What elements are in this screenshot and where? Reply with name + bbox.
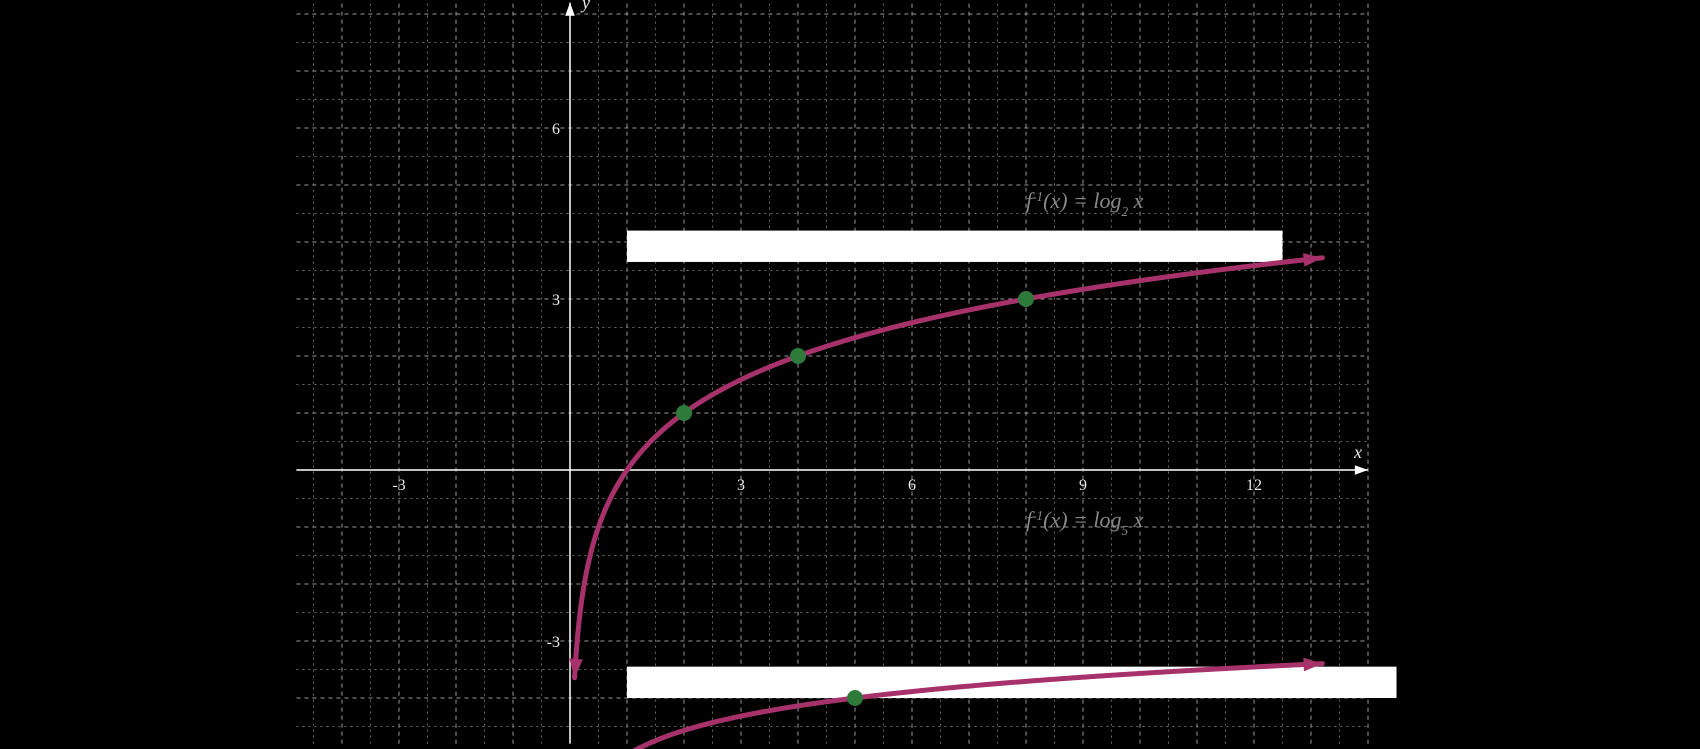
y-tick-label: -3 (547, 634, 560, 651)
x-tick-label: -3 (392, 477, 405, 494)
x-tick-label: 3 (737, 477, 745, 494)
y-tick-label: 3 (552, 292, 560, 309)
x-tick-label: 6 (908, 477, 916, 494)
x-tick-label: 12 (1246, 477, 1262, 494)
x-axis-label: x (1353, 442, 1362, 462)
x-tick-label: 9 (1079, 477, 1087, 494)
marker-point (847, 690, 863, 706)
marker-point (790, 348, 806, 364)
chart-container: -336912-336xyf-1(x) = log2 xf-1(x) = log… (0, 0, 1700, 749)
marker-point (676, 405, 692, 421)
chart-svg: -336912-336xyf-1(x) = log2 xf-1(x) = log… (0, 0, 1700, 749)
marker-point (1018, 291, 1034, 307)
y-tick-label: 6 (552, 121, 560, 138)
y-axis-label: y (580, 0, 590, 13)
